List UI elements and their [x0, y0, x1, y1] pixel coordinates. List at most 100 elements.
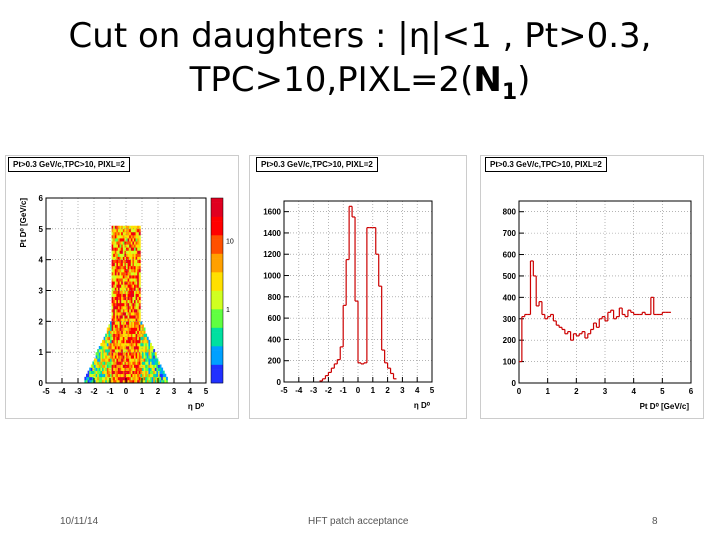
heatmap-cell [116, 299, 119, 304]
heatmap-cell [108, 373, 111, 378]
heatmap-cell [119, 287, 122, 291]
heatmap-cell [151, 373, 154, 378]
heatmap-cell [134, 355, 136, 359]
heatmap-cell [134, 361, 136, 365]
heatmap-cell [121, 373, 124, 378]
heatmap-cell [121, 376, 124, 381]
heatmap-cell [116, 241, 119, 245]
heatmap-cell [126, 278, 128, 282]
title-line2-prefix: TPC>10,PIXL=2( [189, 60, 474, 100]
heatmap-cell [140, 333, 143, 338]
heatmap-cell [138, 272, 141, 276]
heatmap-cell [146, 336, 149, 341]
heatmap-cell [119, 339, 122, 344]
heatmap-cell [145, 336, 148, 341]
heatmap-cell [122, 281, 125, 285]
heatmap-cell [130, 349, 133, 353]
heatmap-cell [127, 290, 130, 294]
heatmap-cell [134, 256, 136, 260]
heatmap-cell [127, 349, 130, 353]
heatmap-cell [138, 336, 141, 341]
heatmap-cell [119, 244, 122, 248]
heatmap-cell [129, 336, 132, 341]
heatmap-cell [108, 376, 111, 381]
heatmap-cell [126, 225, 128, 230]
heatmap-cell [153, 358, 156, 362]
heatmap-cell [129, 305, 132, 310]
heatmap-cell [113, 253, 116, 257]
heatmap-cell [137, 225, 140, 230]
heatmap-cell [84, 376, 87, 381]
heatmap-cell [105, 361, 108, 365]
heatmap-cell [90, 373, 93, 378]
heatmap-cell [127, 278, 130, 282]
heatmap-cell [114, 244, 117, 248]
heatmap-cell [98, 376, 101, 381]
heatmap-cell [108, 370, 111, 375]
heatmap-cell [158, 361, 160, 365]
heatmap-cell [126, 247, 128, 251]
heatmap-cell [126, 231, 128, 236]
heatmap-cell [122, 238, 125, 242]
heatmap-cell [105, 358, 108, 362]
heatmap-cell [118, 333, 120, 338]
heatmap-cell [137, 333, 140, 338]
heatmap-cell [114, 358, 117, 362]
heatmap-cell [142, 342, 144, 347]
heatmap-cell [113, 241, 116, 245]
heatmap-cell [102, 358, 104, 362]
heatmap-cell [119, 259, 122, 264]
heatmap-cell [119, 296, 122, 301]
heatmap-cell [114, 370, 117, 375]
heatmap-cell [153, 373, 156, 378]
heatmap-cell [145, 333, 148, 338]
heatmap-cell [110, 364, 112, 368]
heatmap-cell [151, 355, 154, 359]
heatmap-cell [130, 361, 133, 365]
heatmap-cell [138, 268, 141, 273]
heatmap-cell [134, 228, 136, 233]
heatmap-cell [119, 284, 122, 288]
heatmap-cell [116, 250, 119, 254]
heatmap-cell [134, 238, 136, 242]
heatmap-cell [130, 256, 133, 260]
heatmap-cell [132, 256, 135, 260]
heatmap-cell [114, 330, 117, 334]
heatmap-cell [127, 367, 130, 371]
heatmap-cell [121, 358, 124, 362]
heatmap-cell [121, 352, 124, 356]
heatmap-cell [124, 256, 127, 260]
heatmap-cell [126, 259, 128, 264]
heatmap-cell [106, 379, 109, 384]
heatmap-cell [134, 235, 136, 239]
heatmap-cell [122, 290, 125, 294]
heatmap-cell [129, 225, 132, 230]
color-scale-segment [211, 235, 223, 240]
heatmap-cell [114, 256, 117, 260]
heatmap-cell [138, 278, 141, 282]
heatmap-cell [135, 256, 138, 260]
heatmap-cell [102, 355, 104, 359]
heatmap-cell [110, 352, 112, 356]
heatmap-cell [111, 336, 114, 341]
heatmap-cell [138, 247, 141, 251]
heatmap-cell [113, 358, 116, 362]
heatmap-cell [140, 336, 143, 341]
color-scale-segment [211, 216, 223, 222]
heatmap-cell [116, 376, 119, 381]
heatmap-cell [113, 327, 116, 331]
heatmap-cell [111, 309, 114, 313]
heatmap-cell [110, 361, 112, 365]
heatmap-cell [121, 330, 124, 334]
heatmap-cell [156, 379, 159, 384]
heatmap-cell [124, 379, 127, 384]
heatmap-cell [132, 262, 135, 267]
heatmap-cell [122, 376, 125, 381]
panel-title: Pt>0.3 GeV/c,TPC>10, PIXL=2 [8, 157, 130, 172]
heatmap-cell [135, 315, 138, 319]
heatmap-cell [121, 225, 124, 230]
heatmap-cell [113, 379, 116, 384]
heatmap-cell [138, 235, 141, 239]
heatmap-cell [92, 361, 95, 365]
heatmap-cell [130, 315, 133, 319]
